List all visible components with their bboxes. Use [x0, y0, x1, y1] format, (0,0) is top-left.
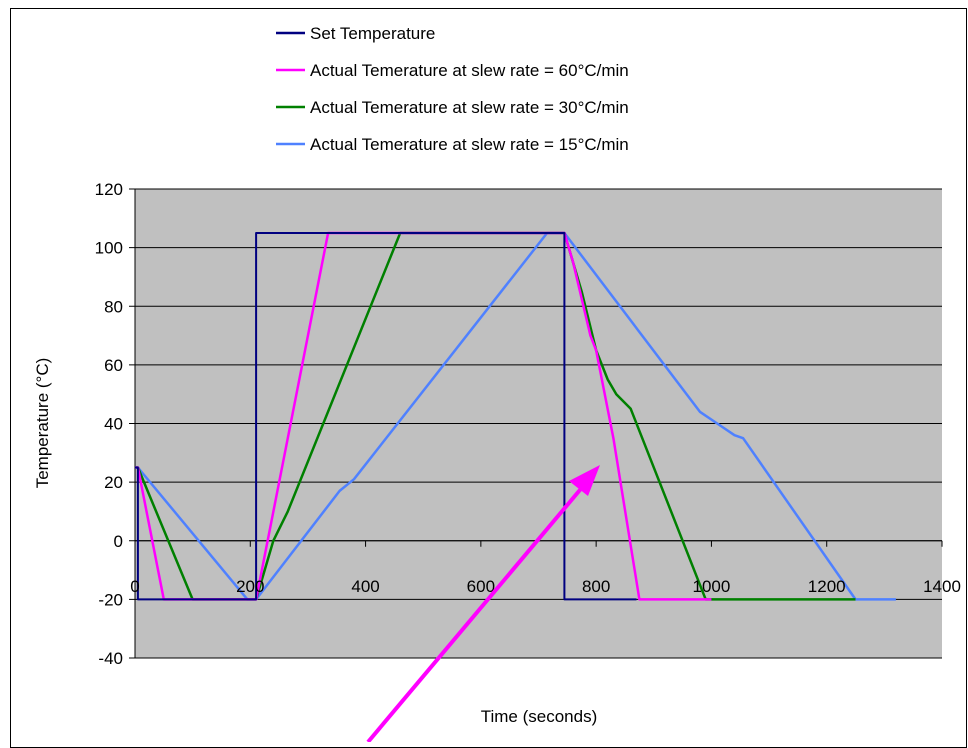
pointer-arrow [366, 465, 600, 742]
y-tick-label-7: 100 [95, 239, 123, 258]
y-tick-label-0: -40 [98, 649, 123, 668]
x-tick-label-6: 1200 [808, 577, 846, 596]
arrow-head [569, 465, 600, 496]
y-tick-label-6: 80 [104, 297, 123, 316]
legend-label-0: Set Temperature [310, 24, 435, 43]
y-tick-label-3: 20 [104, 473, 123, 492]
series-lines [135, 231, 896, 601]
x-tick-label-5: 1000 [693, 577, 731, 596]
arrow-shaft [366, 476, 592, 742]
x-tick-label-2: 400 [351, 577, 379, 596]
y-axis-title: Temperature (°C) [33, 358, 52, 489]
series-line-1 [135, 231, 712, 601]
legend-label-1: Actual Temerature at slew rate = 60°C/mi… [310, 61, 629, 80]
y-tick-label-8: 120 [95, 180, 123, 199]
x-tick-label-7: 1400 [923, 577, 961, 596]
y-tick-label-2: 0 [114, 532, 123, 551]
y-tick-label-1: -20 [98, 590, 123, 609]
y-tick-label-4: 40 [104, 415, 123, 434]
series-line-0 [135, 232, 637, 601]
x-tick-label-0: 0 [130, 577, 139, 596]
x-tick-label-1: 200 [236, 577, 264, 596]
x-axis-title: Time (seconds) [481, 707, 598, 726]
x-tick-label-3: 600 [467, 577, 495, 596]
legend-label-2: Actual Temerature at slew rate = 30°C/mi… [310, 98, 629, 117]
x-tick-label-4: 800 [582, 577, 610, 596]
legend: Set Temperature Actual Temerature at slew… [276, 24, 629, 154]
legend-label-3: Actual Temerature at slew rate = 15°C/mi… [310, 135, 629, 154]
y-tick-label-5: 60 [104, 356, 123, 375]
